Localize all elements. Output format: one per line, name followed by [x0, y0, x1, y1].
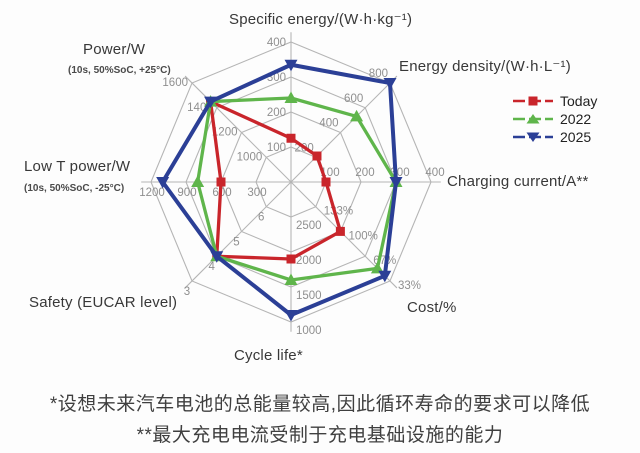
series-marker-2025 — [389, 177, 403, 189]
tick-label: 1200 — [139, 187, 165, 199]
tick-label: 100% — [348, 230, 377, 242]
grid-ring — [150, 41, 432, 323]
legend-marker-shape — [526, 132, 540, 142]
tick-label: 33% — [398, 280, 421, 292]
footnote-charging-current: **最大充电电流受制于充电基础设施的能力 — [136, 425, 504, 446]
legend: Today 2022 2025 — [512, 92, 597, 146]
grid-spoke — [184, 181, 292, 289]
series-marker-2022 — [370, 261, 384, 274]
grid-spoke — [184, 75, 292, 183]
legend-item-today: Today — [512, 92, 597, 110]
legend-item-2025: 2025 — [512, 128, 597, 146]
tick-label: 133% — [324, 206, 353, 218]
series-marker-2025 — [156, 177, 170, 189]
axis-label-cycle-life: Cycle life* — [234, 347, 303, 364]
tick-label: 200 — [267, 107, 286, 119]
tick-label: 300 — [247, 187, 266, 199]
legend-item-2022: 2022 — [512, 110, 597, 128]
footnote-cycle-life: *设想未来汽车电池的总能量较高,因此循环寿命的要求可以降低 — [49, 394, 591, 415]
tick-label: 400 — [319, 118, 338, 130]
axis-label-specific-energy: Specific energy/(W·h·kg⁻¹) — [229, 11, 413, 28]
legend-marker-shape — [528, 96, 538, 106]
series-marker-2022 — [284, 91, 298, 103]
legend-marker-shape — [526, 114, 540, 124]
series-marker-2025 — [210, 251, 224, 263]
tick-label: 1500 — [296, 290, 322, 302]
series-marker-today — [216, 177, 226, 187]
series-marker-2022 — [350, 109, 364, 122]
series-marker-today — [312, 151, 322, 161]
tick-label: 400 — [425, 167, 444, 179]
series-marker-2025 — [383, 78, 397, 90]
series-marker-today — [321, 177, 331, 187]
tick-label: 6 — [258, 212, 264, 224]
tick-label: 3 — [184, 286, 190, 298]
series-marker-2022 — [191, 175, 205, 187]
tick-label: 1200 — [212, 127, 238, 139]
series-marker-today — [286, 254, 296, 264]
axis-sublabel-power: (10s, 50%SoC, +25°C) — [68, 65, 171, 76]
tick-label: 1000 — [237, 151, 263, 163]
axis-label-charging-current: Charging current/A** — [447, 173, 589, 190]
series-marker-2025 — [284, 59, 298, 72]
tick-label: 400 — [267, 37, 286, 49]
tick-label: 600 — [344, 93, 363, 105]
legend-marker-today-icon — [513, 96, 553, 106]
legend-marker-2022-icon — [513, 114, 553, 124]
series-marker-2025 — [378, 270, 392, 283]
legend-label-2025: 2025 — [560, 129, 592, 145]
series-marker-today — [286, 133, 296, 143]
axis-label-low-t-power: Low T power/W — [24, 158, 131, 175]
tick-label: 5 — [233, 236, 239, 248]
legend-marker-2025-icon — [513, 132, 553, 142]
axis-label-energy-density: Energy density/(W·h·L⁻¹) — [399, 58, 571, 75]
tick-label: 900 — [177, 187, 196, 199]
tick-label: 200 — [355, 167, 374, 179]
grid-ring — [220, 111, 362, 253]
legend-label-today: Today — [560, 93, 598, 109]
tick-label: 2000 — [296, 255, 322, 267]
series-marker-2025 — [204, 96, 218, 109]
legend-label-2022: 2022 — [560, 111, 592, 127]
series-marker-2022 — [284, 273, 298, 285]
tick-label: 2500 — [296, 220, 322, 232]
series-marker-today — [335, 226, 345, 236]
series-marker-2025 — [284, 310, 298, 322]
tick-label: 1600 — [162, 77, 188, 89]
axis-label-cost: Cost/% — [407, 299, 457, 316]
axis-sublabel-low-t-power: (10s, 50%SoC, -25°C) — [24, 183, 125, 194]
tick-label: 4 — [209, 261, 216, 273]
tick-label: 1000 — [296, 325, 322, 337]
tick-label: 800 — [369, 68, 388, 80]
grid-spoke — [290, 75, 398, 183]
axis-label-power: Power/W — [83, 41, 146, 58]
tick-label: 100 — [267, 142, 286, 154]
axis-label-safety: Safety (EUCAR level) — [29, 294, 178, 311]
